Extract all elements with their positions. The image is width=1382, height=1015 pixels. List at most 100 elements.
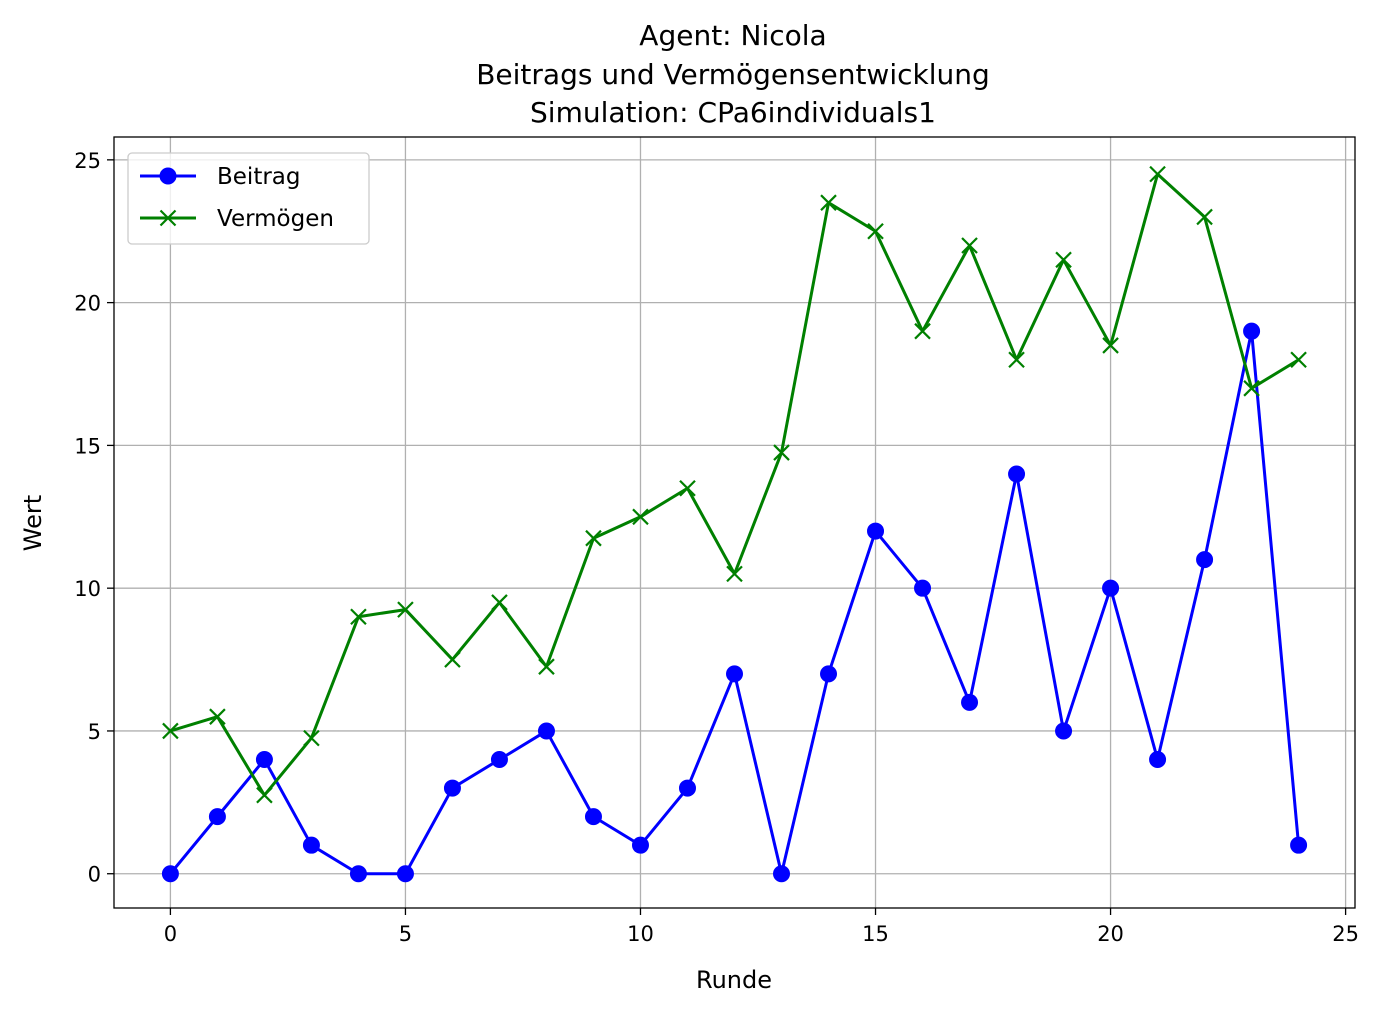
data-point-verm-gen: [867, 222, 884, 240]
data-point-beitrag: [726, 665, 743, 683]
data-point-verm-gen: [444, 651, 461, 668]
data-point-verm-gen: [1149, 165, 1166, 183]
chart-title-line-1: Agent: Nicola: [639, 19, 826, 52]
legend-label: Beitrag: [217, 164, 301, 190]
x-marker-stroke: [1149, 165, 1166, 183]
x-marker-stroke: [397, 601, 414, 618]
x-marker-stroke: [491, 594, 508, 611]
x-marker-stroke: [350, 608, 367, 626]
data-point-beitrag: [1055, 722, 1073, 740]
data-point-beitrag: [1196, 551, 1214, 569]
data-point-beitrag: [443, 779, 461, 797]
x-marker-stroke: [444, 651, 461, 668]
data-point-verm-gen: [632, 508, 649, 526]
series-verm-gen: [162, 165, 1307, 804]
x-marker-stroke: [820, 194, 837, 211]
x-marker-stroke: [1008, 351, 1025, 369]
data-point-verm-gen: [1102, 337, 1119, 354]
data-point-verm-gen: [1243, 380, 1260, 397]
x-marker-stroke: [961, 237, 978, 254]
data-point-beitrag: [914, 579, 932, 597]
x-marker-stroke: [1196, 208, 1213, 226]
data-point-beitrag: [1102, 579, 1120, 597]
x-marker-stroke: [303, 729, 320, 747]
x-marker-stroke: [867, 222, 884, 240]
data-point-beitrag: [349, 865, 367, 883]
y-axis-label: Wert: [19, 495, 47, 551]
chart-title: Agent: Nicola Beitrags und Vermögensentw…: [476, 19, 990, 129]
data-point-beitrag: [490, 751, 508, 769]
series-line-verm-gen: [169, 172, 1300, 797]
axis-ticks: 0 5 10 15 20 25 0 5 10 15 20 25: [74, 149, 1359, 946]
data-point-beitrag: [867, 522, 885, 540]
x-marker-stroke: [1102, 337, 1119, 354]
data-point-beitrag: [584, 808, 602, 826]
data-point-beitrag: [537, 722, 555, 740]
data-point-verm-gen: [820, 194, 837, 211]
series-line-beitrag: [169, 329, 1301, 876]
data-point-beitrag: [1149, 751, 1167, 769]
y-tick-label: 25: [74, 149, 101, 173]
y-tick-label: 15: [74, 434, 101, 458]
x-marker-stroke: [1290, 351, 1307, 369]
x-marker-stroke: [585, 529, 602, 547]
legend-swatch-marker: [159, 167, 177, 185]
data-point-verm-gen: [209, 708, 226, 725]
x-tick-label: 0: [164, 922, 177, 946]
data-point-beitrag: [631, 836, 649, 854]
x-axis-label: Runde: [696, 966, 772, 994]
data-point-verm-gen: [538, 658, 555, 675]
x-marker-stroke: [1055, 251, 1072, 269]
legend-swatch-marker: [159, 209, 177, 227]
x-tick-label: 15: [862, 922, 889, 946]
data-point-beitrag: [961, 693, 979, 711]
plot-frame: [113, 136, 1356, 909]
data-point-verm-gen: [1008, 351, 1025, 369]
x-tick-label: 20: [1097, 922, 1124, 946]
series-beitrag: [161, 322, 1308, 883]
data-point-verm-gen: [679, 479, 696, 497]
legend-item-verm-gen: Vermögen: [140, 206, 334, 232]
data-point-verm-gen: [256, 786, 273, 804]
data-point-beitrag: [396, 865, 414, 883]
data-point-verm-gen: [961, 237, 978, 254]
x-tick-label: 10: [627, 922, 654, 946]
data-point-beitrag: [208, 808, 226, 826]
x-marker-stroke: [256, 786, 273, 804]
data-point-verm-gen: [1290, 351, 1307, 369]
x-marker-stroke: [1243, 380, 1260, 397]
y-tick-label: 10: [74, 577, 101, 601]
x-marker-stroke: [773, 444, 790, 461]
x-marker-stroke: [914, 322, 931, 340]
data-point-verm-gen: [773, 444, 790, 461]
data-point-beitrag: [1243, 322, 1261, 340]
x-tick-label: 5: [399, 922, 412, 946]
x-marker-stroke: [726, 565, 743, 583]
data-point-verm-gen: [397, 601, 414, 618]
data-point-verm-gen: [1055, 251, 1072, 269]
data-point-beitrag: [255, 751, 273, 769]
data-point-verm-gen: [162, 722, 179, 740]
x-marker-stroke: [632, 508, 649, 526]
chart-title-line-2: Beitrags und Vermögensentwicklung: [476, 58, 990, 91]
x-marker-stroke: [162, 722, 179, 740]
legend-label: Vermögen: [217, 206, 334, 232]
data-point-verm-gen: [303, 729, 320, 747]
data-point-beitrag: [161, 865, 179, 883]
data-point-verm-gen: [585, 529, 602, 547]
data-point-beitrag: [820, 665, 838, 683]
x-tick-label: 25: [1332, 922, 1359, 946]
y-tick-label: 5: [88, 720, 101, 744]
data-point-verm-gen: [491, 594, 508, 611]
data-point-verm-gen: [1196, 208, 1213, 226]
y-tick-label: 20: [74, 292, 101, 316]
legend: Beitrag Vermögen: [127, 152, 370, 245]
x-marker-stroke: [159, 209, 177, 227]
series-layer: [161, 165, 1308, 883]
x-marker-stroke: [538, 658, 555, 675]
data-point-beitrag: [773, 865, 791, 883]
legend-item-beitrag: Beitrag: [140, 164, 301, 190]
y-tick-label: 0: [88, 863, 101, 887]
data-point-beitrag: [678, 779, 696, 797]
